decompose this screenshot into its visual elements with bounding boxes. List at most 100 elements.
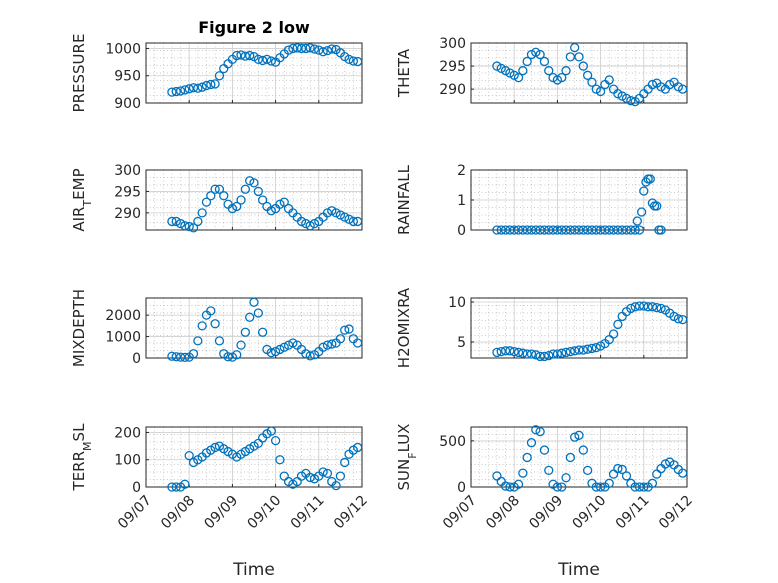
data-point bbox=[318, 342, 328, 352]
y-tick-label: 300 bbox=[114, 163, 141, 179]
data-point bbox=[214, 184, 225, 194]
y-axis-label: AIRTEMP bbox=[70, 168, 94, 231]
data-point bbox=[214, 336, 225, 346]
data-point bbox=[617, 464, 627, 475]
data-point bbox=[557, 72, 567, 83]
data-point bbox=[353, 442, 363, 453]
x-tick-label: 09/10 bbox=[245, 493, 285, 533]
data-point bbox=[188, 223, 199, 233]
data-point bbox=[630, 302, 640, 312]
axes-border bbox=[470, 42, 688, 104]
y-tick-label: 295 bbox=[114, 184, 141, 200]
y-tick-label: 1 bbox=[457, 193, 466, 209]
data-point bbox=[639, 482, 649, 492]
data-point bbox=[561, 473, 571, 483]
data-point bbox=[522, 452, 532, 463]
x-tick-label: 09/07 bbox=[115, 493, 155, 533]
data-point bbox=[340, 212, 350, 222]
data-point bbox=[275, 455, 285, 465]
y-tick-label: 200 bbox=[114, 425, 141, 441]
data-point bbox=[201, 197, 212, 207]
data-point bbox=[184, 450, 194, 461]
data-point bbox=[500, 346, 511, 356]
series-markers bbox=[492, 42, 688, 107]
data-point bbox=[647, 302, 658, 312]
y-tick-label: 900 bbox=[114, 96, 141, 112]
y-axis-label: SUNFLUX bbox=[395, 424, 419, 491]
data-point bbox=[327, 339, 337, 349]
data-point bbox=[578, 61, 588, 71]
data-point bbox=[353, 216, 363, 227]
data-point bbox=[518, 66, 528, 76]
data-point bbox=[171, 352, 181, 362]
data-point bbox=[595, 86, 606, 97]
data-point bbox=[275, 344, 285, 355]
data-point bbox=[557, 348, 567, 358]
y-tick-label: 1000 bbox=[105, 330, 141, 346]
data-point bbox=[296, 216, 307, 227]
data-point bbox=[270, 346, 281, 357]
axes-air_temp: 290 295 300 AIRTEMP bbox=[70, 163, 363, 233]
x-tick-label: 09/08 bbox=[158, 493, 198, 533]
data-point bbox=[245, 50, 255, 61]
data-point bbox=[257, 327, 268, 337]
axes-sun_flux: 0 500 09/07 09/08 09/09 09/10 09/11 09/12 SUNFLU… bbox=[395, 424, 696, 580]
data-point bbox=[249, 178, 259, 188]
data-point bbox=[223, 352, 233, 362]
y-axis-label: THETA bbox=[395, 48, 413, 98]
data-point bbox=[591, 342, 601, 353]
data-point bbox=[206, 79, 216, 90]
data-point bbox=[327, 44, 337, 54]
axes-terr_msl: 0 100 200 09/07 09/08 09/09 09/10 09/11 09/12 TER… bbox=[70, 423, 371, 580]
data-point bbox=[608, 329, 619, 339]
data-point bbox=[626, 96, 636, 106]
data-point bbox=[193, 216, 203, 227]
data-point bbox=[639, 186, 649, 196]
data-point bbox=[353, 338, 363, 348]
data-point bbox=[587, 343, 597, 354]
data-point bbox=[518, 468, 528, 478]
data-point bbox=[322, 340, 333, 350]
data-point bbox=[621, 471, 632, 481]
x-tick-label: 09/12 bbox=[656, 493, 696, 533]
axes-border bbox=[145, 426, 363, 488]
data-point bbox=[557, 482, 567, 492]
data-point bbox=[645, 174, 655, 184]
data-point bbox=[335, 210, 346, 220]
data-point bbox=[353, 56, 363, 67]
data-point bbox=[266, 426, 276, 436]
data-point bbox=[314, 45, 324, 55]
y-tick-label: 5 bbox=[457, 335, 466, 351]
data-point bbox=[539, 56, 550, 67]
data-point bbox=[171, 482, 181, 492]
x-tick-label: 09/09 bbox=[526, 493, 566, 533]
y-tick-label: 2 bbox=[457, 163, 466, 179]
data-point bbox=[570, 42, 580, 53]
data-point bbox=[626, 303, 636, 314]
data-point bbox=[505, 482, 515, 492]
data-point bbox=[531, 425, 541, 435]
data-point bbox=[180, 352, 190, 363]
x-tick-label: 09/10 bbox=[570, 493, 610, 533]
data-point bbox=[348, 56, 359, 66]
data-point bbox=[660, 459, 671, 469]
axes-mixdepth: 0 1000 2000 MIXDEPTH bbox=[70, 289, 363, 367]
data-point bbox=[561, 347, 571, 358]
data-point bbox=[613, 463, 623, 474]
data-point bbox=[188, 83, 199, 93]
data-point bbox=[652, 302, 662, 313]
data-point bbox=[331, 208, 341, 218]
data-point bbox=[505, 346, 515, 356]
data-point bbox=[197, 321, 207, 331]
data-point bbox=[513, 72, 524, 83]
series-markers bbox=[167, 43, 363, 97]
data-point bbox=[288, 338, 298, 348]
data-point bbox=[335, 471, 346, 481]
data-point bbox=[678, 468, 688, 478]
data-point bbox=[340, 457, 350, 468]
data-point bbox=[548, 349, 558, 359]
data-point bbox=[340, 325, 350, 335]
series-markers bbox=[492, 174, 666, 235]
data-point bbox=[197, 208, 207, 218]
